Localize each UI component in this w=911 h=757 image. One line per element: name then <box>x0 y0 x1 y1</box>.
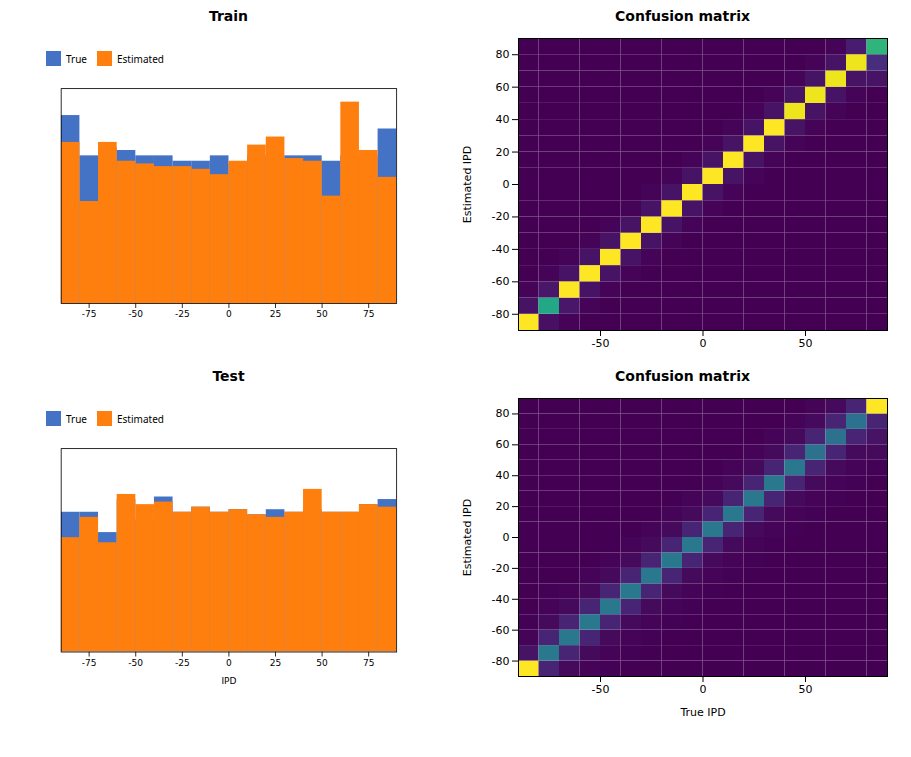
svg-text:50: 50 <box>316 658 328 668</box>
svg-text:0: 0 <box>503 178 510 191</box>
svg-text:20: 20 <box>496 500 510 513</box>
svg-text:50: 50 <box>799 337 813 350</box>
svg-text:60: 60 <box>496 438 510 451</box>
svg-text:80: 80 <box>496 48 510 61</box>
svg-text:-75: -75 <box>82 309 97 319</box>
html-text:Confusion matrix: Confusion matrix <box>615 8 750 24</box>
svg-text:25: 25 <box>270 309 281 319</box>
svg-text:0: 0 <box>700 683 707 696</box>
svg-text:-60: -60 <box>492 275 510 288</box>
svg-text:-20: -20 <box>492 210 510 223</box>
svg-text:40: 40 <box>496 469 510 482</box>
svg-text:True IPD: True IPD <box>679 706 725 719</box>
svg-text:-80: -80 <box>492 308 510 321</box>
html-text:Estimated: Estimated <box>117 51 164 66</box>
svg-text:-80: -80 <box>492 655 510 668</box>
svg-text:0: 0 <box>226 658 232 668</box>
svg-text:80: 80 <box>496 407 510 420</box>
svg-text:-75: -75 <box>82 658 97 668</box>
svg-text:-50: -50 <box>128 309 143 319</box>
svg-text:25: 25 <box>270 658 281 668</box>
svg-text:40: 40 <box>496 113 510 126</box>
svg-text:50: 50 <box>316 309 328 319</box>
svg-text:-40: -40 <box>492 593 510 606</box>
svg-text:-25: -25 <box>175 658 190 668</box>
svg-text:-50: -50 <box>592 337 610 350</box>
svg-text:-60: -60 <box>492 624 510 637</box>
html-text:True: True <box>66 411 87 426</box>
svg-text:Estimated IPD: Estimated IPD <box>461 499 474 576</box>
svg-text:IPD: IPD <box>221 676 236 686</box>
svg-text:-50: -50 <box>128 658 143 668</box>
svg-text:50: 50 <box>799 683 813 696</box>
svg-text:-50: -50 <box>592 683 610 696</box>
svg-text:-40: -40 <box>492 243 510 256</box>
svg-text:60: 60 <box>496 81 510 94</box>
svg-text:0: 0 <box>503 531 510 544</box>
html-text:Train: Train <box>208 8 249 24</box>
svg-text:Estimated IPD: Estimated IPD <box>461 146 474 223</box>
svg-text:0: 0 <box>700 337 707 350</box>
html-text:Confusion matrix: Confusion matrix <box>615 368 750 384</box>
svg-text:0: 0 <box>226 309 232 319</box>
svg-text:-20: -20 <box>492 562 510 575</box>
html-text:Test: Test <box>212 368 245 384</box>
svg-text:75: 75 <box>363 658 374 668</box>
html-text:True: True <box>66 51 87 66</box>
svg-text:20: 20 <box>496 146 510 159</box>
svg-text:75: 75 <box>363 309 374 319</box>
svg-text:-25: -25 <box>175 309 190 319</box>
html-text:Estimated: Estimated <box>117 411 164 426</box>
